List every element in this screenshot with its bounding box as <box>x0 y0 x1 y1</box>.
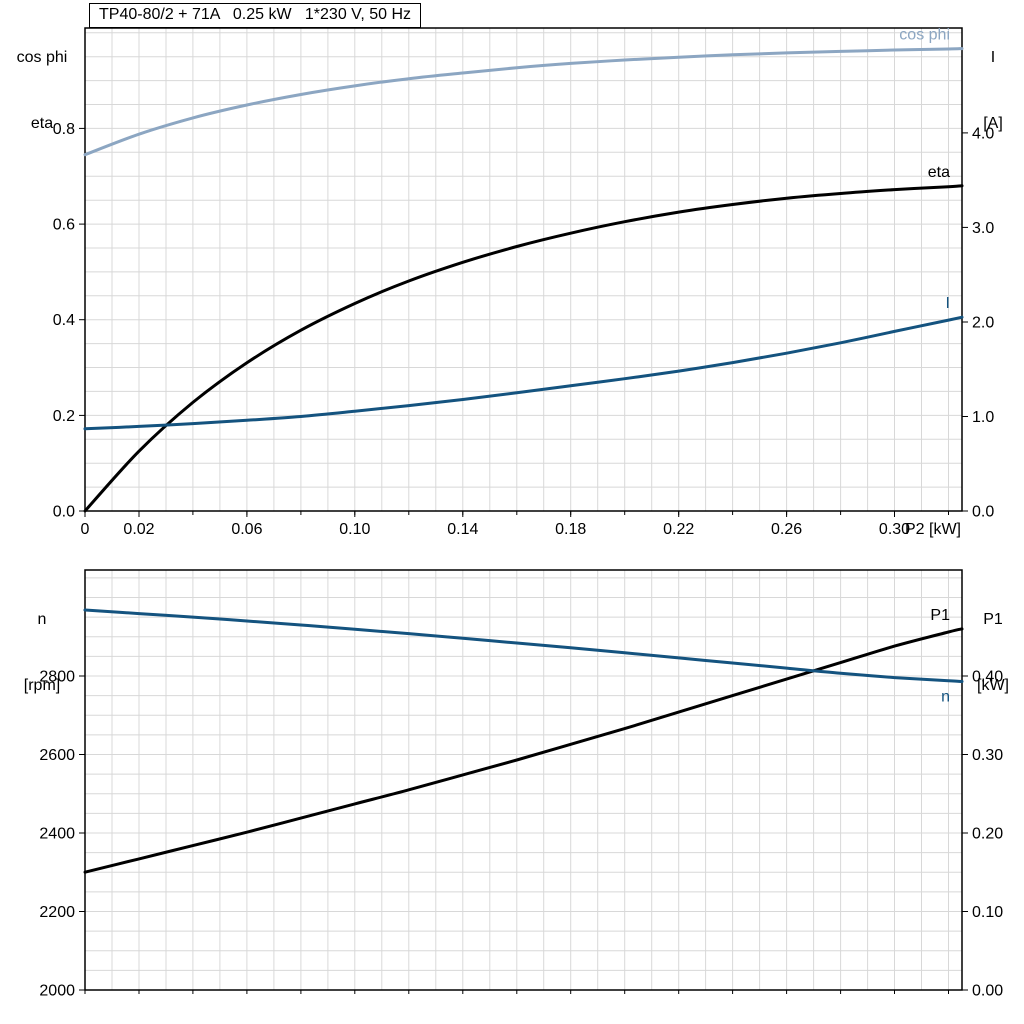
series-n <box>83 608 964 683</box>
x-tick-label: 0.26 <box>771 521 802 538</box>
series-label-eta: eta <box>928 164 950 181</box>
bottom-right-axis-header: P1 [kW] <box>964 565 1022 741</box>
y-left-tick-label: 2000 <box>39 983 75 1000</box>
y-right-tick-label: 0.10 <box>972 904 1003 921</box>
y-right-tick-label: 4.0 <box>972 125 994 142</box>
x-axis-label: P2 [kW] <box>905 521 961 538</box>
y-right-tick-label: 3.0 <box>972 220 994 237</box>
series-label-cos-phi: cos phi <box>899 27 950 44</box>
x-tick-label: 0.06 <box>231 521 262 538</box>
series-eta <box>83 184 964 513</box>
y-left-tick-label: 0.6 <box>53 217 75 234</box>
y-left-tick-label: 0.2 <box>53 408 75 425</box>
x-tick-label: 0.10 <box>339 521 370 538</box>
series-p1 <box>83 627 964 874</box>
y-left-tick-label: 2200 <box>39 904 75 921</box>
axis-label-current: I <box>990 49 996 66</box>
top-left-axis-header: cos phi eta <box>0 3 84 179</box>
top-right-axis-header: I [A] <box>964 3 1022 179</box>
bottom-left-axis-header: n [rpm] <box>0 565 84 741</box>
x-tick-label: 0.14 <box>447 521 478 538</box>
y-right-tick-label: 1.0 <box>972 409 994 426</box>
y-right-tick-label: 0.30 <box>972 747 1003 764</box>
y-right-tick-label: 0.0 <box>972 504 994 521</box>
series-label-p1: P1 <box>930 607 950 624</box>
y-right-tick-label: 0.00 <box>972 983 1003 1000</box>
y-right-tick-label: 0.40 <box>972 669 1003 686</box>
axis-label-p1: P1 <box>983 611 1003 628</box>
plot-frame <box>84 27 963 512</box>
axis-label-eta: eta <box>30 115 54 132</box>
y-right-tick-label: 2.0 <box>972 315 994 332</box>
axis-label-cos-phi: cos phi <box>16 49 68 66</box>
x-tick-label: 0 <box>81 521 90 538</box>
series-cos-phi <box>83 47 964 157</box>
y-left-tick-label: 0.0 <box>53 504 75 521</box>
series-label-i: I <box>946 295 950 312</box>
y-left-tick-label: 0.8 <box>53 121 75 138</box>
axis-unit-kw: [kW] <box>977 677 1009 694</box>
plot-frame <box>84 569 963 991</box>
y-left-tick-label: 0.4 <box>53 312 75 329</box>
axis-unit-rpm: [rpm] <box>23 677 61 694</box>
y-left-tick-label: 2800 <box>39 669 75 686</box>
series-label-n: n <box>941 689 950 706</box>
y-left-tick-label: 2600 <box>39 747 75 764</box>
axis-unit-ampere: [A] <box>983 115 1003 132</box>
x-tick-label: 0.02 <box>123 521 154 538</box>
y-right-tick-label: 0.20 <box>972 826 1003 843</box>
axis-label-speed: n <box>37 611 47 628</box>
y-left-tick-label: 2400 <box>39 826 75 843</box>
x-tick-label: 0.18 <box>555 521 586 538</box>
bottom-chart: 2000 2200 2400 2600 2800 0.00 0.10 0.20 0.30 0.40… <box>39 569 1003 1000</box>
chart-title: TP40-80/2 + 71A 0.25 kW 1*230 V, 50 Hz <box>89 3 422 28</box>
x-tick-label: 0.30 <box>879 521 910 538</box>
series-i <box>83 315 964 431</box>
x-tick-label: 0.22 <box>663 521 694 538</box>
